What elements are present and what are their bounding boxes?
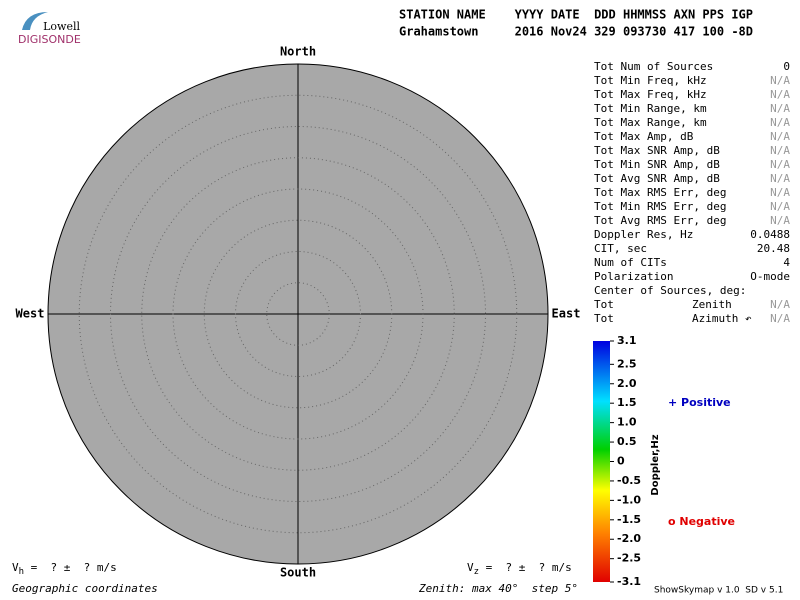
colorbar-tick-label: -1.5 [617,513,641,526]
colorbar-tick-label: -2.0 [617,532,641,545]
colorbar-tick-label: 2.0 [617,377,637,390]
logo-swoosh [22,12,48,30]
stat-label: Num of CITs [594,256,667,269]
version: ShowSkymap v 1.0 SD v 5.1 [654,586,783,596]
stat-label: CIT, sec [594,242,647,255]
ring [78,94,518,534]
velocity-h: Vh = ? ± ? m/s [12,561,117,577]
stat-label: Tot [594,298,614,311]
stat-label: Tot Min Range, km [594,102,707,115]
compass-label: West [16,307,45,321]
legend-positive: + Positive [668,396,731,409]
colorbar-ticks: 3.1 2.5 2.0 1.5 1.0 0.5 0 -0.5 -1.0 -1.5 -2.0 -2.5 -… [610,334,641,588]
colorbar-tick-label: 1.5 [617,396,637,409]
ring [141,157,455,471]
stat-field: Azimuth ↶ [692,312,752,325]
ring [172,188,424,440]
colorbar-tick-label: -1.0 [617,493,641,506]
polar-plot [47,63,549,565]
colorbar-tick-label: 2.5 [617,357,637,370]
colorbar [593,341,610,582]
stat-label: Tot Max Amp, dB [594,130,694,143]
stat-value: N/A [770,102,790,115]
colorbar-tick-label: 0 [617,455,625,468]
stat-label: Tot Min Freq, kHz [594,74,707,87]
stat-value: O-mode [750,270,790,283]
compass-label: East [552,307,581,321]
stats-table: Tot Num of Sources 0 Tot Min Freq, kHz N/A T… [594,60,790,325]
zenith-note: Zenith: max 40° step 5° [418,582,578,595]
colorbar-tick-label: 0.5 [617,435,637,448]
stat-label: Tot Avg RMS Err, deg [594,214,726,227]
legend-negative: o Negative [668,515,735,528]
stat-value: 0.0488 [750,228,790,241]
stat-value: N/A [770,88,790,101]
compass-label: North [280,45,316,59]
stat-value: 0 [783,60,790,73]
stat-label: Doppler Res, Hz [594,228,693,241]
stat-label: Tot Max Freq, kHz [594,88,707,101]
logo-top: Lowell [43,20,80,33]
ring [203,219,393,409]
stat-field: Zenith [692,298,732,311]
ring [235,251,361,377]
stat-label: Tot Avg SNR Amp, dB [594,172,720,185]
stat-label: Tot Min SNR Amp, dB [594,158,720,171]
stat-label: Tot Num of Sources [594,60,713,73]
stat-label: Polarization [594,270,673,283]
header-line: STATION NAME YYYY DATE DDD HHMMSS AXN PP… [399,8,753,22]
colorbar-tick-label: -2.5 [617,552,641,565]
colorbar-tick-label: -0.5 [617,474,641,487]
stat-value: 4 [783,256,790,269]
stat-value: N/A [770,116,790,129]
stat-value: N/A [770,298,790,311]
stat-label: Tot Max RMS Err, deg [594,186,726,199]
stat-value: N/A [770,130,790,143]
stat-value: N/A [770,200,790,213]
stat-label: Tot Max Range, km [594,116,707,129]
stat-value: N/A [770,172,790,185]
velocity-z: Vz = ? ± ? m/s [467,561,572,577]
logo-bottom: DIGISONDE [18,33,81,46]
compass-label: South [280,566,316,580]
stat-label: Tot Max SNR Amp, dB [594,144,720,157]
colorbar-title: Doppler,Hz [650,434,661,495]
coords-note: Geographic coordinates [12,582,158,595]
stat-label: Tot [594,312,614,325]
stat-label: Tot Min RMS Err, deg [594,200,726,213]
header-line: Grahamstown 2016 Nov24 329 093730 417 10… [399,25,753,39]
stat-label: Center of Sources, deg: [594,284,746,297]
colorbar-tick-label: 1.0 [617,416,637,429]
stat-value: N/A [770,312,790,325]
colorbar-tick-label: -3.1 [617,575,641,588]
ring [266,282,330,346]
stat-value: N/A [770,186,790,199]
ring [110,126,486,502]
stat-value: N/A [770,74,790,87]
stat-value: 20.48 [757,242,790,255]
stat-value: N/A [770,158,790,171]
colorbar-tick-label: 3.1 [617,334,637,347]
stat-value: N/A [770,214,790,227]
stat-value: N/A [770,144,790,157]
